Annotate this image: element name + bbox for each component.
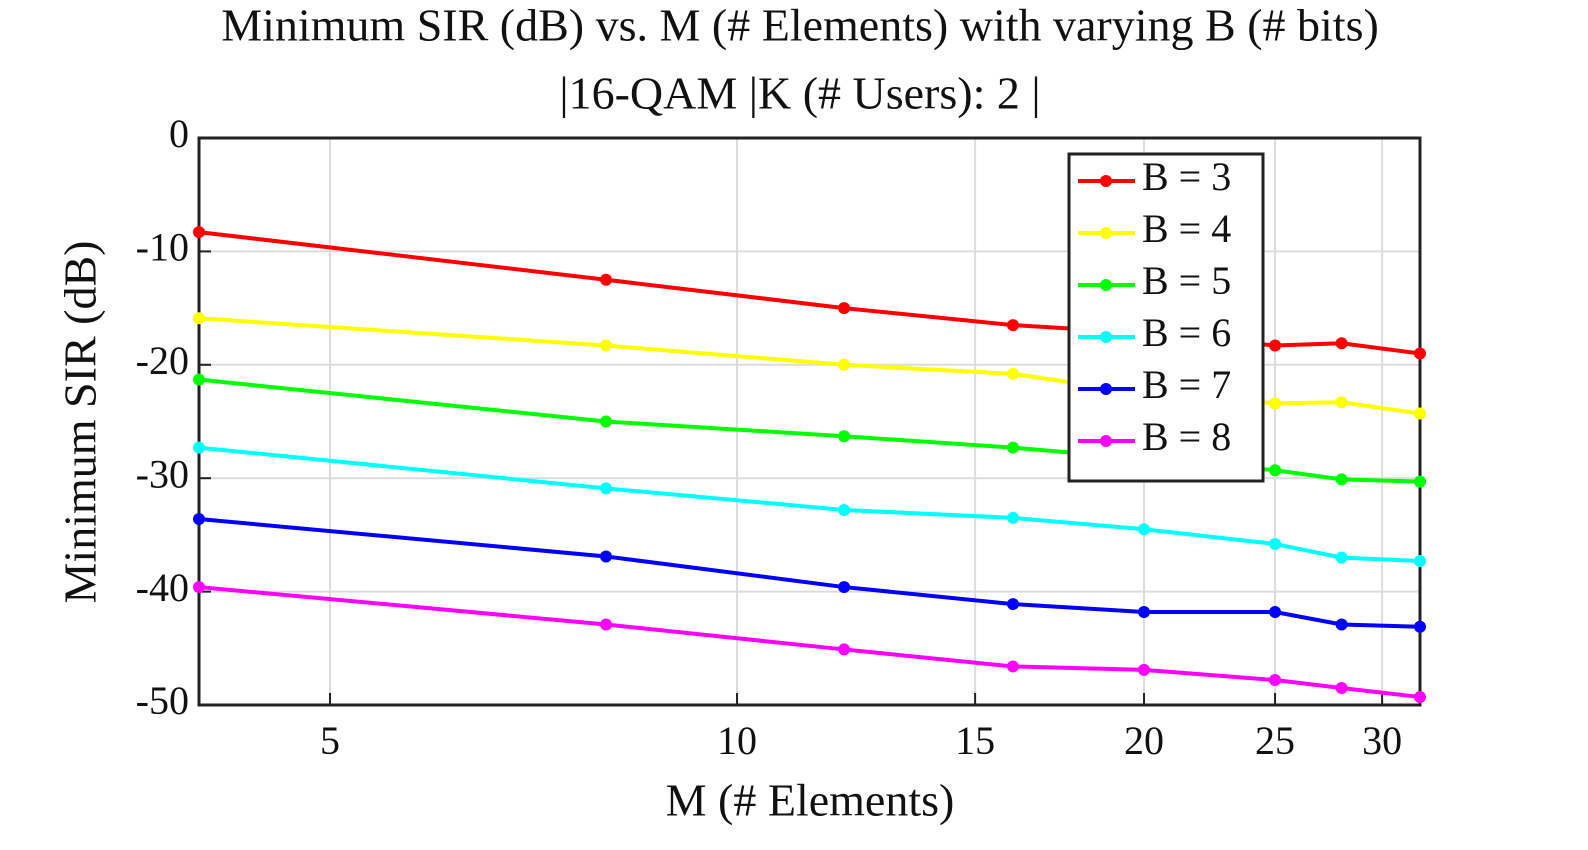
data-point [1007, 660, 1019, 673]
data-point [1007, 441, 1019, 454]
series-line [198, 585, 1421, 700]
data-point [838, 503, 851, 516]
data-point [838, 302, 851, 315]
data-point [1335, 396, 1348, 409]
x-tick-label: 15 [955, 718, 995, 763]
data-point [1335, 551, 1348, 564]
y-tick-label: -20 [136, 338, 189, 383]
data-point [193, 226, 205, 239]
plot-frame [197, 136, 1422, 707]
data-point [600, 482, 612, 495]
legend-marker [1100, 383, 1112, 395]
data-point [193, 581, 205, 594]
y-tick-label: -10 [136, 225, 189, 270]
data-point [1335, 681, 1348, 694]
data-point [1007, 367, 1019, 380]
data-point [838, 358, 851, 371]
data-point [193, 441, 205, 454]
data-point [1269, 674, 1282, 687]
data-point [1269, 464, 1282, 477]
data-point [1138, 663, 1151, 676]
data-point [1269, 606, 1282, 619]
data-point [838, 430, 851, 443]
data-point [1414, 475, 1426, 488]
legend-label: B = 8 [1142, 414, 1231, 459]
chart-title: Minimum SIR (dB) vs. M (# Elements) with… [221, 0, 1379, 51]
data-point [838, 581, 851, 594]
x-axis-label: M (# Elements) [666, 775, 955, 826]
x-tick-label: 10 [717, 718, 757, 763]
y-tick-label: 0 [169, 111, 189, 156]
data-point [193, 513, 205, 526]
data-point [838, 643, 851, 656]
data-point [1414, 620, 1426, 633]
data-point [1007, 319, 1019, 332]
data-point [1269, 537, 1282, 550]
data-point [600, 618, 612, 631]
data-point [1335, 618, 1348, 631]
x-tick-label: 20 [1124, 718, 1164, 763]
data-point [1414, 691, 1426, 704]
legend-marker [1100, 227, 1112, 239]
data-point [1269, 397, 1282, 410]
y-axis-label: Minimum SIR (dB) [55, 241, 106, 604]
data-point [1007, 598, 1019, 611]
y-tick-label: -40 [136, 565, 189, 610]
series-line [198, 517, 1421, 629]
data-point [1138, 606, 1151, 619]
data-point [600, 273, 612, 286]
data-point [1414, 554, 1426, 567]
data-point [193, 373, 205, 386]
legend-label: B = 3 [1142, 154, 1231, 199]
chart-subtitle: |16-QAM |K (# Users): 2 | [559, 68, 1040, 119]
data-point [1414, 347, 1426, 360]
legend-label: B = 4 [1142, 206, 1231, 251]
x-tick-label: 25 [1255, 718, 1295, 763]
legend-marker [1100, 279, 1112, 291]
data-point [600, 339, 612, 352]
x-tick-label: 30 [1362, 718, 1402, 763]
data-point [193, 312, 205, 325]
legend-label: B = 5 [1142, 258, 1231, 303]
legend-marker [1100, 331, 1112, 343]
data-point [600, 415, 612, 428]
legend-box [1067, 152, 1265, 483]
data-point [1335, 337, 1348, 350]
legend-marker [1100, 175, 1112, 187]
y-tick-label: -30 [136, 451, 189, 496]
data-point [1414, 407, 1426, 420]
series-line [198, 445, 1421, 563]
legend-marker [1100, 435, 1112, 447]
x-tick-label: 5 [320, 718, 340, 763]
legend-label: B = 7 [1142, 362, 1231, 407]
legend-label: B = 6 [1142, 310, 1231, 355]
data-point [600, 550, 612, 563]
data-point [1335, 473, 1348, 486]
y-tick-label: -50 [136, 678, 189, 723]
data-point [1269, 339, 1282, 352]
data-point [1138, 523, 1151, 536]
data-point [1007, 511, 1019, 524]
legend: B = 3 B = 4 B = 5 B = 6 B = 7 B = 8 [1067, 152, 1265, 483]
